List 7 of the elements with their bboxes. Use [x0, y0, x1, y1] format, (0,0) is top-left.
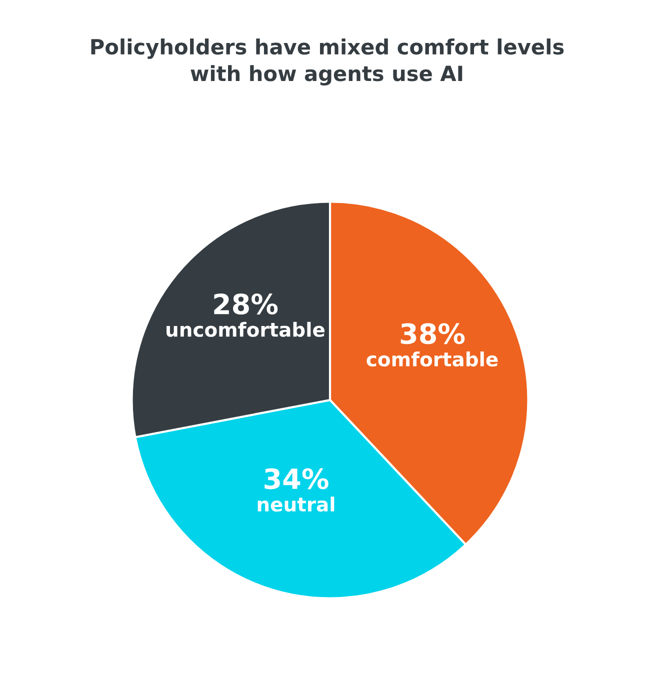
- data-label: 34%: [264, 468, 328, 490]
- slice-label: uncomfortable: [166, 322, 325, 337]
- chart-title: Policyholders have mixed comfort levels with how agents use AI: [91, 38, 564, 86]
- data-label: 28%: [214, 293, 278, 314]
- data-label: 38%: [400, 323, 465, 344]
- slice-label: neutral: [258, 496, 334, 512]
- slice-label: comfortable: [366, 352, 498, 367]
